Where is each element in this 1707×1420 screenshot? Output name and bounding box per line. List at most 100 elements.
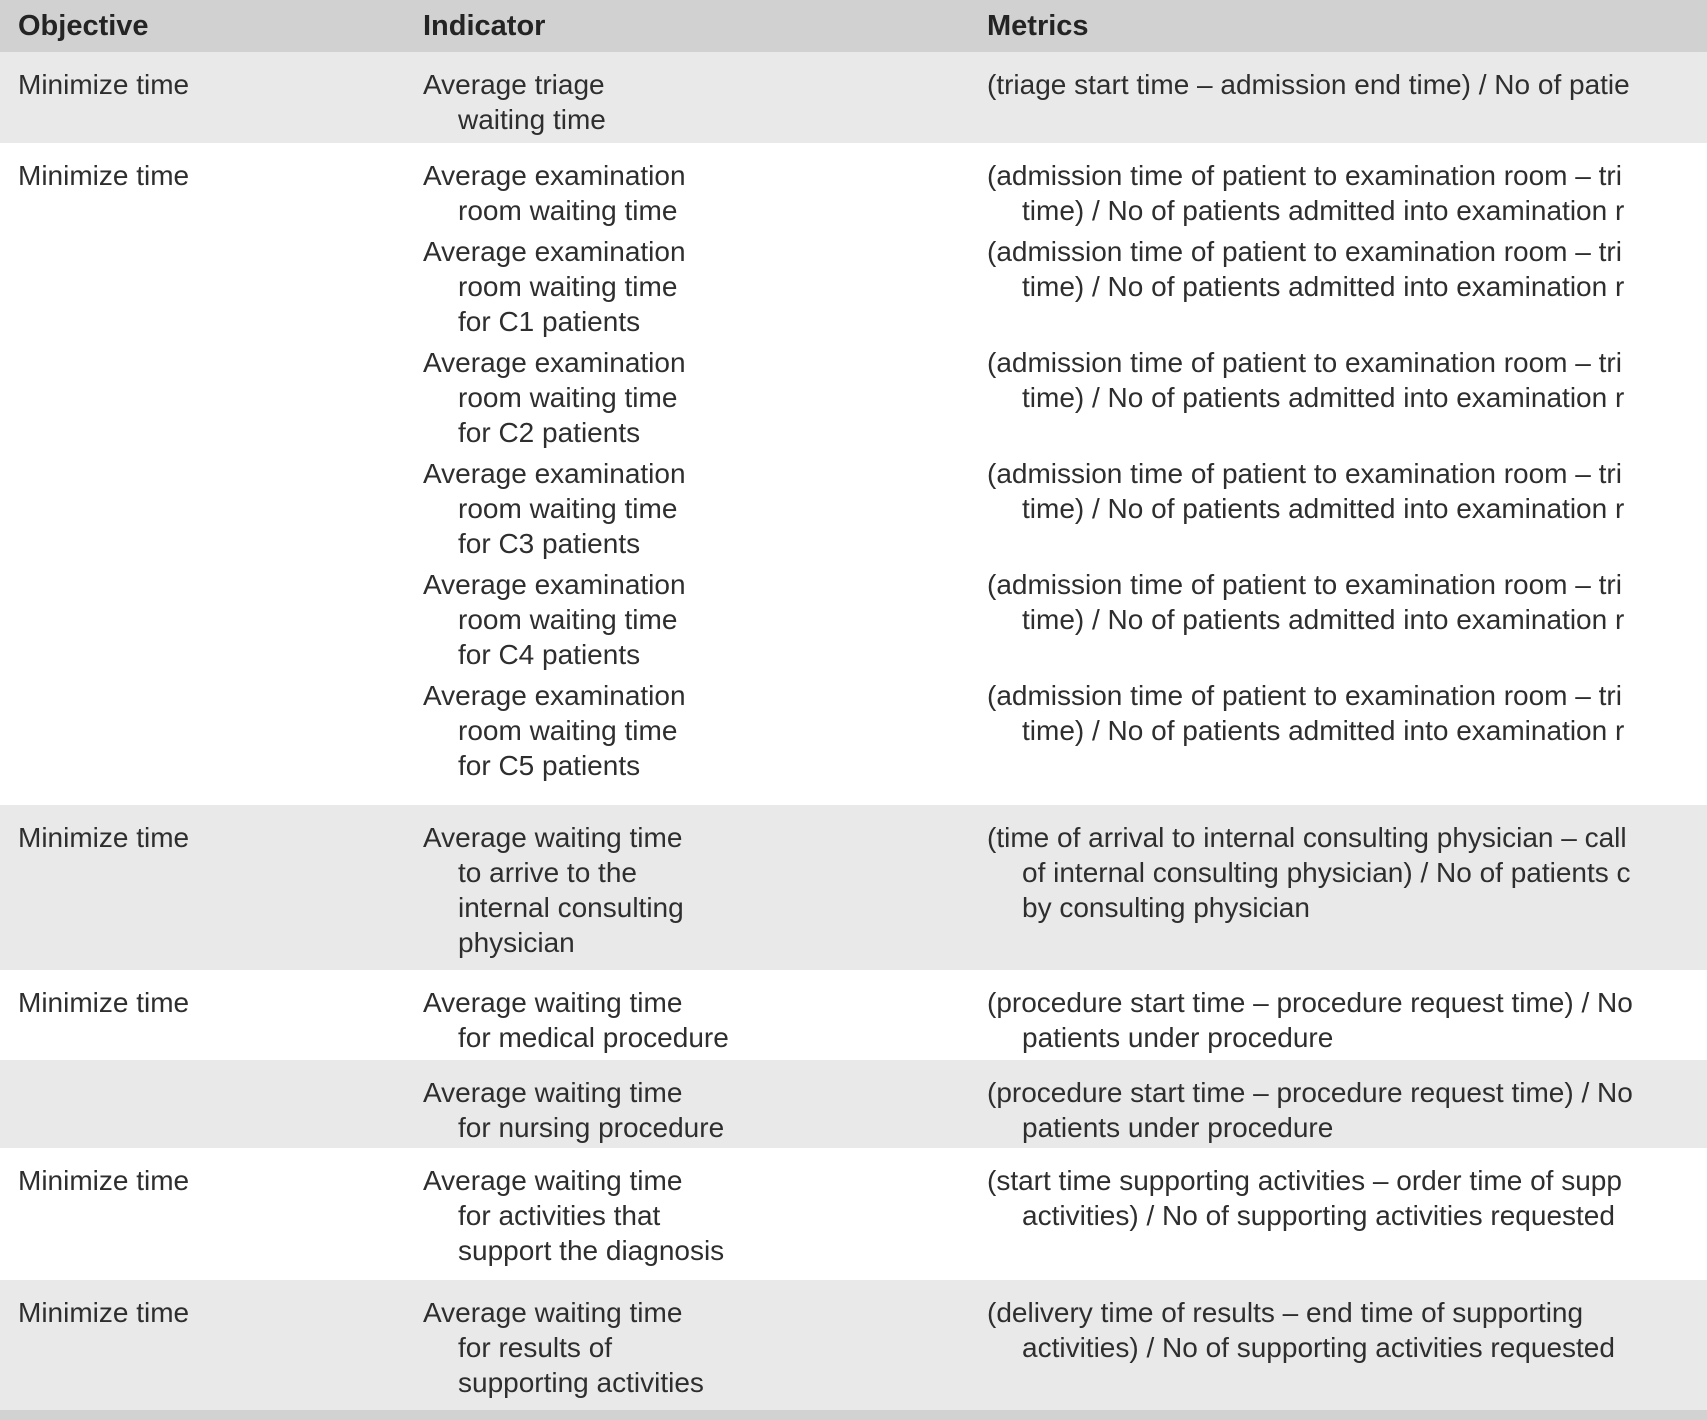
metrics-cell: (delivery time of results – end time of … [987, 1295, 1707, 1365]
objective-cell: Minimize time [18, 160, 190, 191]
metrics-line: (delivery time of results – end time of … [987, 1297, 1584, 1328]
indicator-line: Average waiting time [423, 1165, 683, 1196]
indicator-line: Average waiting time [423, 987, 683, 1018]
metrics-line: time) / No of patients admitted into exa… [1022, 604, 1625, 635]
indicator-line: supporting activities [458, 1367, 704, 1398]
indicator-line: waiting time [458, 104, 606, 135]
metrics-line: by consulting physician [1022, 892, 1310, 923]
indicator-line: for results of [458, 1332, 613, 1363]
entry-row: Average waiting time for medical procedur… [423, 985, 1707, 1055]
metrics-line: (time of arrival to internal consulting … [987, 822, 1627, 853]
table-body: Minimize time Average triage waiting time (… [0, 52, 1707, 1410]
metrics-line: (start time supporting activities – orde… [987, 1165, 1622, 1196]
next-section-divider [0, 1410, 1707, 1420]
metrics-cell: (admission time of patient to examinatio… [987, 158, 1707, 228]
indicator-line: for C5 patients [458, 750, 641, 781]
metrics-line: (admission time of patient to examinatio… [987, 569, 1622, 600]
indicator-line: Average examination [423, 458, 686, 489]
entry-stack: Average waiting time to arrive to the inte… [423, 820, 1707, 960]
indicator-line: room waiting time [458, 195, 678, 226]
indicator-cell: Average waiting time for results of suppor… [423, 1295, 987, 1400]
indicator-cell: Average examination room waiting time for … [423, 234, 987, 339]
metrics-cell: (procedure start time – procedure reques… [987, 1075, 1707, 1145]
indicator-line: physician [458, 927, 575, 958]
entry-stack: Average waiting time for activities that s… [423, 1163, 1707, 1268]
indicator-line: room waiting time [458, 715, 678, 746]
indicator-cell: Average waiting time for medical procedur… [423, 985, 987, 1055]
objective-cell: Minimize time [18, 1297, 190, 1328]
indicator-cell: Average examination room waiting time [423, 158, 987, 228]
metrics-cell: (admission time of patient to examinatio… [987, 345, 1707, 415]
indicator-line: for C1 patients [458, 306, 641, 337]
entry-stack: Average triage waiting time (triage start … [423, 67, 1707, 137]
metrics-line: (admission time of patient to examinatio… [987, 680, 1622, 711]
metrics-cell: (admission time of patient to examinatio… [987, 234, 1707, 304]
table-header-row: Objective Indicator Metrics [0, 0, 1707, 52]
metrics-cell: (start time supporting activities – orde… [987, 1163, 1707, 1233]
table-row: Average waiting time for nursing procedur… [0, 1060, 1707, 1148]
indicator-line: Average examination [423, 680, 686, 711]
indicator-line: room waiting time [458, 493, 678, 524]
indicator-line: for nursing procedure [458, 1112, 725, 1143]
column-header-metrics: Metrics [987, 9, 1089, 42]
table-row: Minimize time Average triage waiting time (… [0, 52, 1707, 143]
entry-row: Average examination room waiting time for … [423, 678, 1707, 783]
indicator-line: for C3 patients [458, 528, 641, 559]
indicator-line: support the diagnosis [458, 1235, 725, 1266]
entry-row: Average triage waiting time (triage start … [423, 67, 1707, 137]
table-row: Minimize time Average waiting time to arri… [0, 805, 1707, 970]
metrics-line: (admission time of patient to examinatio… [987, 160, 1622, 191]
entry-row: Average waiting time for results of suppor… [423, 1295, 1707, 1400]
metrics-line: patients under procedure [1022, 1112, 1334, 1143]
column-header-objective: Objective [18, 9, 149, 42]
indicator-line: Average waiting time [423, 1077, 683, 1108]
entry-row: Average waiting time for activities that s… [423, 1163, 1707, 1268]
metrics-line: patients under procedure [1022, 1022, 1334, 1053]
metrics-line: activities) / No of supporting activitie… [1022, 1200, 1615, 1231]
table-row: Minimize time Average waiting time for res… [0, 1280, 1707, 1410]
indicator-cell: Average waiting time to arrive to the inte… [423, 820, 987, 960]
entry-stack: Average waiting time for medical procedur… [423, 985, 1707, 1055]
metrics-line: time) / No of patients admitted into exa… [1022, 493, 1625, 524]
metrics-line: (procedure start time – procedure reques… [987, 1077, 1633, 1108]
metrics-cell: (procedure start time – procedure reques… [987, 985, 1707, 1055]
indicator-line: Average examination [423, 347, 686, 378]
indicator-line: Average examination [423, 236, 686, 267]
metrics-line: (procedure start time – procedure reques… [987, 987, 1633, 1018]
objective-cell: Minimize time [18, 69, 190, 100]
indicator-line: for C4 patients [458, 639, 641, 670]
indicator-line: room waiting time [458, 271, 678, 302]
metrics-line: time) / No of patients admitted into exa… [1022, 271, 1625, 302]
entry-row: Average waiting time to arrive to the inte… [423, 820, 1707, 960]
table-row: Minimize time Average waiting time for med… [0, 970, 1707, 1060]
metrics-line: (triage start time – admission end time)… [987, 69, 1630, 100]
entry-row: Average waiting time for nursing procedur… [423, 1075, 1707, 1145]
column-header-indicator: Indicator [423, 9, 546, 42]
table-row: Minimize time Average waiting time for act… [0, 1148, 1707, 1280]
metrics-line: time) / No of patients admitted into exa… [1022, 382, 1625, 413]
indicator-cell: Average examination room waiting time for … [423, 345, 987, 450]
entry-row: Average examination room waiting time for … [423, 234, 1707, 339]
entry-stack: Average waiting time for results of suppor… [423, 1295, 1707, 1400]
metrics-line: activities) / No of supporting activitie… [1022, 1332, 1615, 1363]
indicator-line: Average examination [423, 160, 686, 191]
metrics-cell: (triage start time – admission end time)… [987, 67, 1707, 102]
entry-row: Average examination room waiting time for … [423, 567, 1707, 672]
objective-cell: Minimize time [18, 1165, 190, 1196]
metrics-line: time) / No of patients admitted into exa… [1022, 195, 1625, 226]
metrics-line: (admission time of patient to examinatio… [987, 458, 1622, 489]
indicator-cell: Average triage waiting time [423, 67, 987, 137]
metrics-cell: (admission time of patient to examinatio… [987, 456, 1707, 526]
indicator-line: Average examination [423, 569, 686, 600]
metrics-line: time) / No of patients admitted into exa… [1022, 715, 1625, 746]
indicator-line: for medical procedure [458, 1022, 729, 1053]
indicator-line: Average triage [423, 69, 605, 100]
indicator-cell: Average waiting time for nursing procedur… [423, 1075, 987, 1145]
entry-row: Average examination room waiting time for … [423, 345, 1707, 450]
metrics-line: (admission time of patient to examinatio… [987, 347, 1622, 378]
table-row: Minimize time Average examination room wai… [0, 143, 1707, 805]
indicator-line: room waiting time [458, 604, 678, 635]
metrics-line: (admission time of patient to examinatio… [987, 236, 1622, 267]
entry-stack: Average examination room waiting time (adm… [423, 158, 1707, 783]
